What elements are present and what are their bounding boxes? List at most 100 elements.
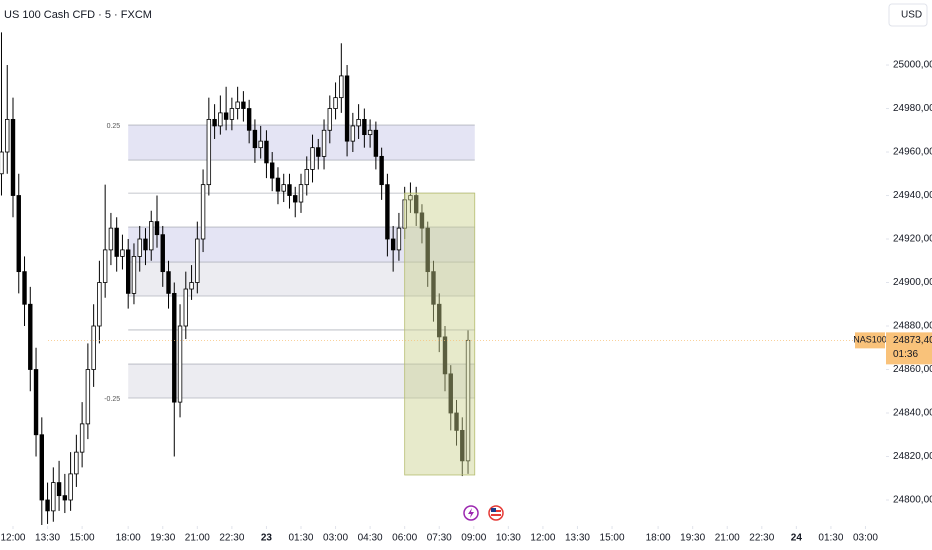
event-icon[interactable] xyxy=(488,505,504,521)
candle-body xyxy=(252,129,258,149)
x-tick-label: 12:00 xyxy=(530,533,555,544)
candle-body xyxy=(97,282,102,327)
candle-body xyxy=(223,112,229,120)
candle-body xyxy=(16,195,21,273)
x-tick-label: 06:00 xyxy=(392,533,417,544)
candle-body xyxy=(379,155,384,186)
candle-body xyxy=(62,495,68,501)
candle-body xyxy=(102,249,108,283)
candle-body xyxy=(275,177,281,192)
candle-body xyxy=(385,184,390,240)
candle-body xyxy=(120,249,125,257)
x-tick-label: 13:30 xyxy=(35,533,60,544)
y-tick-label: 24980,00 xyxy=(893,103,932,114)
zone-band xyxy=(128,125,475,161)
x-tick-label: 21:00 xyxy=(185,533,210,544)
candle-body xyxy=(246,108,252,131)
x-tick-label: 19:30 xyxy=(150,533,175,544)
chart-title: US 100 Cash CFD · 5 · FXCM xyxy=(4,9,152,21)
x-tick-label: 15:00 xyxy=(600,533,625,544)
level-label: 0.25 xyxy=(107,123,121,130)
candle-body xyxy=(310,147,315,170)
y-tick-label: 24880,00 xyxy=(893,321,932,332)
candle-body xyxy=(350,125,356,142)
candle-body xyxy=(177,325,183,403)
candle-body xyxy=(339,75,344,99)
candle-body xyxy=(39,434,44,501)
candle-body xyxy=(85,369,91,425)
x-tick-label: 18:00 xyxy=(646,533,671,544)
candle-body xyxy=(287,184,292,196)
candle-body xyxy=(344,75,350,142)
candle-body xyxy=(281,184,286,192)
x-tick-label: 18:00 xyxy=(116,533,141,544)
y-tick-label: 24920,00 xyxy=(893,234,932,245)
candle-body xyxy=(425,227,430,273)
candle-body xyxy=(206,118,212,186)
x-tick-label: 22:30 xyxy=(749,533,774,544)
candle-body xyxy=(5,118,10,153)
x-tick-label: 03:00 xyxy=(323,533,348,544)
candle-body xyxy=(362,118,367,136)
candle-body xyxy=(154,221,160,236)
candle-body xyxy=(10,118,16,196)
candle-body xyxy=(200,184,206,240)
candle-body xyxy=(56,482,62,497)
x-tick-label: 12:00 xyxy=(0,533,25,544)
axes: 24800,00 24820,00 24840,00 24860,00 24880,00… xyxy=(0,60,932,544)
candle-body xyxy=(333,97,338,109)
candle-body xyxy=(269,162,275,179)
countdown-label: 01:36 xyxy=(893,349,918,360)
price-label: 24873,40 xyxy=(893,335,932,346)
candle-body xyxy=(114,227,119,257)
x-tick-label: 23 xyxy=(261,533,273,544)
candle-body xyxy=(125,249,131,294)
y-tick-label: 24860,00 xyxy=(893,364,932,375)
candle-body xyxy=(74,451,79,475)
x-tick-label: 21:00 xyxy=(715,533,740,544)
candle-body xyxy=(437,303,442,338)
candle-body xyxy=(143,238,148,251)
x-tick-label: 22:30 xyxy=(219,533,244,544)
candle-body xyxy=(258,140,263,149)
candle-body xyxy=(241,101,246,109)
currency-label[interactable]: USD xyxy=(901,10,922,21)
candle-body xyxy=(419,212,425,229)
candle-body xyxy=(408,195,413,201)
y-tick-label: 25000,00 xyxy=(893,60,932,71)
currency-button[interactable] xyxy=(888,3,928,27)
candle-body xyxy=(390,238,396,251)
candle-body xyxy=(229,108,235,120)
candle-body xyxy=(431,271,436,305)
y-tick-label: 24820,00 xyxy=(893,451,932,462)
candle-body xyxy=(327,108,332,131)
range-box xyxy=(404,192,476,476)
symbol-tag xyxy=(855,332,885,349)
candle-body xyxy=(454,412,459,431)
candle-body xyxy=(183,288,188,327)
x-tick-label: 09:00 xyxy=(461,533,486,544)
candle-body xyxy=(218,112,223,127)
x-tick-label: 01:30 xyxy=(288,533,313,544)
candle-body xyxy=(298,184,304,203)
x-tick-label: 10:30 xyxy=(496,533,521,544)
level-label: -0.25 xyxy=(104,396,120,403)
x-tick-label: 01:30 xyxy=(818,533,843,544)
x-tick-label: 07:30 xyxy=(427,533,452,544)
candle-body xyxy=(131,256,137,294)
candle-body xyxy=(0,151,4,175)
candle-body xyxy=(172,292,177,403)
y-tick-label: 24900,00 xyxy=(893,277,932,288)
candle-body xyxy=(91,325,96,370)
y-tick-label: 24840,00 xyxy=(893,408,932,419)
candle-body xyxy=(149,221,154,251)
candle-body xyxy=(293,195,298,203)
candle-body xyxy=(413,195,419,214)
price-tag xyxy=(886,332,932,365)
event-icon[interactable] xyxy=(463,505,479,521)
candle-body xyxy=(45,499,50,512)
symbol-label: NAS100 xyxy=(853,335,887,345)
candle-body xyxy=(460,429,465,462)
candle-body xyxy=(79,423,85,453)
